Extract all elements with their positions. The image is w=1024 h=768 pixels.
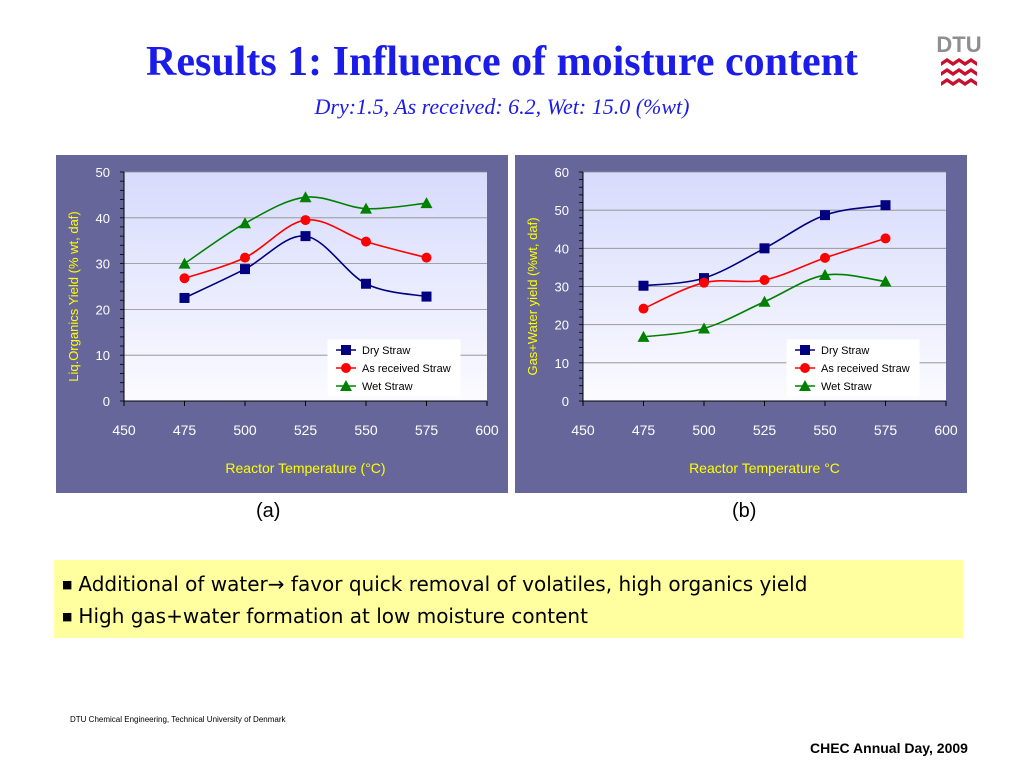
legend-marker xyxy=(800,345,810,355)
y-tick-label: 60 xyxy=(555,165,569,180)
series-as-received-straw xyxy=(179,215,432,284)
notes-box: ■ Additional of water→ favor quick remova… xyxy=(54,560,963,638)
footer-institution: DTU Chemical Engineering, Technical Univ… xyxy=(70,715,286,724)
bullet-item: ■ Additional of water→ favor quick remova… xyxy=(62,572,807,596)
data-point xyxy=(820,210,830,221)
x-axis-title: Reactor Temperature °C xyxy=(689,460,840,476)
legend-label: As received Straw xyxy=(821,363,910,375)
chart-caption-a: (a) xyxy=(256,500,281,522)
series-dry-straw xyxy=(179,231,432,303)
x-tick-label: 575 xyxy=(415,422,439,438)
chart-panel-a: 0 10 20 30 40 50 450 475 500 525 550 575 600 Reactor … xyxy=(56,155,508,493)
data-point xyxy=(880,233,891,244)
legend-marker xyxy=(341,363,351,373)
slide-subtitle: Dry:1.5, As received: 6.2, Wet: 15.0 (%w… xyxy=(314,94,690,119)
x-tick-label: 600 xyxy=(475,422,499,438)
bullet-item: ■ High gas+water formation at low moistur… xyxy=(62,604,588,628)
dtu-logo: DTU xyxy=(936,32,982,86)
legend-label: Dry Straw xyxy=(821,345,869,357)
legend-marker xyxy=(800,363,810,373)
data-point xyxy=(819,269,831,281)
data-point xyxy=(759,243,770,254)
data-point xyxy=(240,252,250,263)
legend-marker xyxy=(341,345,351,355)
x-tick-label: 575 xyxy=(874,422,898,438)
y-tick-label: 10 xyxy=(555,356,569,371)
bullet-text: High gas+water formation at low moisture… xyxy=(78,604,588,628)
dtu-logo-text: DTU xyxy=(936,32,981,57)
chart-legend: Dry Straw As received Straw Wet Straw xyxy=(786,339,920,397)
y-tick-label: 0 xyxy=(103,394,110,409)
legend-label: Dry Straw xyxy=(362,345,410,357)
data-point xyxy=(361,278,371,289)
data-point xyxy=(240,264,250,275)
series-as-received-straw xyxy=(638,233,891,314)
y-tick-label: 30 xyxy=(96,257,110,272)
data-point xyxy=(361,236,371,247)
y-tick-label: 30 xyxy=(555,280,569,295)
chart-caption-b: (b) xyxy=(732,500,757,522)
data-point xyxy=(759,275,770,286)
y-tick-label: 40 xyxy=(555,241,569,256)
series-wet-straw xyxy=(637,269,892,342)
y-tick-label: 20 xyxy=(555,318,569,333)
y-tick-label: 10 xyxy=(96,348,110,363)
data-point xyxy=(420,197,433,209)
bullet-marker-icon: ■ xyxy=(62,578,73,591)
x-tick-label: 475 xyxy=(173,422,197,438)
y-tick-label: 50 xyxy=(555,203,569,218)
bullet-text: Additional of water xyxy=(78,572,268,596)
chart-panel-b: 0 10 20 30 40 50 60 450 475 500 525 550 575 600 Reacto… xyxy=(515,155,967,493)
data-point xyxy=(638,280,649,291)
x-tick-label: 450 xyxy=(571,422,595,438)
y-tick-label: 40 xyxy=(96,211,110,226)
y-tick-label: 50 xyxy=(96,165,110,180)
legend-marker xyxy=(799,380,811,391)
y-tick-label: 0 xyxy=(562,394,569,409)
data-point xyxy=(421,291,432,302)
legend-marker xyxy=(340,380,352,391)
footer-event: CHEC Annual Day, 2009 xyxy=(810,740,968,756)
data-point xyxy=(698,322,710,334)
data-point xyxy=(300,231,311,242)
y-tick-label: 20 xyxy=(96,302,110,317)
data-point xyxy=(300,215,311,226)
data-point xyxy=(699,277,709,288)
data-point xyxy=(178,257,191,269)
bullet-marker-icon: ■ xyxy=(62,610,73,623)
y-axis-title: Liq.Organics Yield (% wt, daf) xyxy=(66,211,81,382)
x-axis-title: Reactor Temperature (°C) xyxy=(225,460,385,476)
slide-title: Results 1: Influence of moisture content xyxy=(146,39,858,85)
data-point xyxy=(179,273,190,284)
y-axis-title: Gas+Water yield (%wt, daf) xyxy=(525,217,540,375)
series-wet-straw xyxy=(178,191,433,269)
x-tick-label: 500 xyxy=(233,422,257,438)
data-point xyxy=(239,217,251,229)
legend-label: Wet Straw xyxy=(362,381,413,393)
x-tick-label: 450 xyxy=(112,422,136,438)
legend-label: Wet Straw xyxy=(821,381,872,393)
data-point xyxy=(360,202,372,214)
x-tick-label: 525 xyxy=(753,422,777,438)
chart-legend: Dry Straw As received Straw Wet Straw xyxy=(327,339,461,397)
data-point xyxy=(758,295,771,307)
x-tick-label: 525 xyxy=(294,422,318,438)
data-point xyxy=(421,252,432,263)
data-point xyxy=(879,275,892,287)
data-point xyxy=(299,191,312,203)
data-point xyxy=(637,330,650,342)
bullet-text-continued: favor quick removal of volatiles, high o… xyxy=(284,572,808,596)
data-point xyxy=(179,292,190,303)
x-tick-label: 600 xyxy=(934,422,958,438)
x-tick-label: 550 xyxy=(813,422,837,438)
legend-label: As received Straw xyxy=(362,363,451,375)
data-point xyxy=(820,252,830,263)
x-tick-label: 550 xyxy=(354,422,378,438)
x-tick-label: 500 xyxy=(692,422,716,438)
x-tick-label: 475 xyxy=(632,422,656,438)
dtu-logo-mark xyxy=(941,58,977,86)
data-point xyxy=(880,200,891,211)
right-arrow-icon: → xyxy=(267,572,285,596)
data-point xyxy=(638,303,649,314)
